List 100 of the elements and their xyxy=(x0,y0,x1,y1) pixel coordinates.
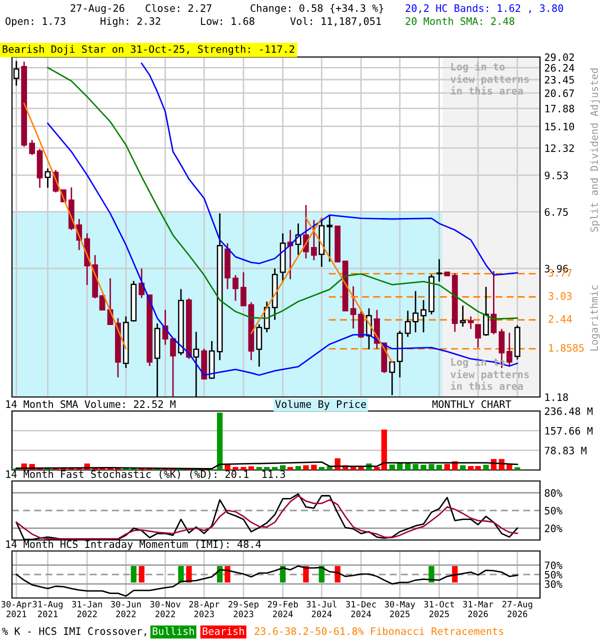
x-tick-label: 29-Feb 2024 xyxy=(268,600,298,618)
text: Close: 2.27 xyxy=(146,4,212,12)
candlestick xyxy=(420,299,426,334)
y-tick-label: 15.10 xyxy=(545,122,574,130)
y-tick-label: 78.83 M xyxy=(544,446,586,454)
bar xyxy=(240,467,246,470)
y-tick-label: 30% xyxy=(544,580,562,588)
x-tick-label: 30-May 2025 xyxy=(384,600,416,618)
bar xyxy=(404,464,411,470)
bar xyxy=(412,464,418,470)
text: MONTHLY CHART xyxy=(432,400,512,408)
x-tick-label: 30-Jun 2022 xyxy=(110,600,141,618)
x-tick-label: 31-Oct 2025 xyxy=(424,600,454,618)
x-tick-label: 31-Dec 2024 xyxy=(346,600,376,618)
candlestick xyxy=(404,310,411,338)
candlestick xyxy=(310,219,317,261)
y-tick-label: 26.24 xyxy=(544,64,574,72)
candlestick xyxy=(170,338,176,397)
bar xyxy=(460,465,466,470)
candlestick xyxy=(412,290,418,334)
text: 20,2 HC Bands: 1.62 , 3.80 xyxy=(406,4,564,14)
candlestick xyxy=(44,168,51,188)
y-tick-label: 70% xyxy=(544,561,562,570)
candlestick xyxy=(350,286,356,330)
chart-title: 14 Month Fast Stochastic (%K) (%D): 20.1 11.3 xyxy=(6,470,286,480)
x-tick-label: 31-Aug 2021 xyxy=(32,600,62,618)
bar xyxy=(248,466,254,470)
text: 20 Month SMA: 2.48 xyxy=(406,17,514,25)
y-tick-label: 20.67 xyxy=(544,89,574,98)
text: Logarithmic xyxy=(590,285,600,351)
bar xyxy=(318,467,324,470)
bar xyxy=(256,467,262,470)
ref-line-label: 3.03 xyxy=(548,292,572,300)
y-tick-label: 23.45 xyxy=(544,76,574,84)
bar xyxy=(420,464,426,470)
bar xyxy=(303,465,309,470)
candlestick xyxy=(29,139,35,156)
bar xyxy=(389,464,395,470)
bar xyxy=(397,464,403,470)
x-tick-label: 28-Apr 2023 xyxy=(189,600,220,618)
y-tick-label: 9.53 xyxy=(544,172,568,180)
bar xyxy=(311,464,317,470)
y-tick-label: 29.02 xyxy=(544,53,574,62)
text: Change: 0.58 {+34.3 %} xyxy=(250,4,384,14)
candlestick xyxy=(358,310,364,339)
y-tick-label: 20% xyxy=(544,524,562,532)
candlestick xyxy=(232,274,238,302)
y-tick-label: 1.18 xyxy=(545,393,568,402)
chart-title: 14 Month SMA Volume: 22.52 M xyxy=(6,400,176,408)
chart-title: 14 Month HCS Intraday Momentum (IMI): 48.4 xyxy=(6,540,261,550)
x-tick-label: 30-Apr 2021 xyxy=(1,600,32,618)
bar xyxy=(280,465,286,470)
x-tick-label: 31-Jul 2024 xyxy=(306,600,336,618)
x-tick-label: 29-Sep 2023 xyxy=(228,600,258,618)
annotation: Log in to view patterns in this area xyxy=(450,62,529,95)
y-tick-label: 17.88 xyxy=(545,104,574,112)
candlestick xyxy=(475,324,481,348)
x-tick-label: 30-Nov 2022 xyxy=(150,600,180,618)
y-tick-label: 50% xyxy=(544,570,562,579)
ref-line-label: 2.44 xyxy=(548,315,572,323)
candlestick xyxy=(326,214,333,262)
bar xyxy=(428,464,434,470)
bar xyxy=(514,467,520,470)
ref-line-label: 1.8585 xyxy=(549,344,584,352)
bar xyxy=(483,464,489,470)
candlestick xyxy=(460,304,466,328)
text: Bullish xyxy=(152,627,194,635)
bar xyxy=(216,412,223,470)
bar xyxy=(295,466,302,470)
candlestick xyxy=(436,258,442,282)
bar xyxy=(272,467,278,470)
x-tick-label: 27-Aug 2026 xyxy=(502,600,532,618)
bar xyxy=(287,467,294,470)
text: Volume By Price xyxy=(275,400,366,410)
y-tick-label: 80% xyxy=(544,489,562,497)
candlestick xyxy=(138,268,145,299)
y-tick-label: 12.32 xyxy=(545,144,574,152)
y-tick-label: 6.75 xyxy=(544,208,568,216)
text: 23.6-38.2-50-61.8% Fibonacci Retracements xyxy=(254,627,504,635)
bar xyxy=(436,464,442,470)
text: Vol: 11,187,051 xyxy=(290,17,381,26)
text: High: 2.32 xyxy=(100,17,160,27)
y-tick-label: 157.66 M xyxy=(545,427,593,435)
bar xyxy=(232,467,238,470)
x-tick-label: 31-Jan 2022 xyxy=(72,600,102,618)
candlestick xyxy=(468,316,474,330)
text: Bearish xyxy=(202,627,244,635)
candlestick xyxy=(483,286,489,336)
x-tick-label: 31-Mar 2026 xyxy=(463,600,494,618)
candlestick xyxy=(256,324,262,368)
candlestick xyxy=(506,332,512,368)
bar xyxy=(264,467,270,470)
text: 27-Aug-26 xyxy=(70,4,124,14)
bar xyxy=(444,464,450,470)
y-axis-title: Split and Dividend Adjusted xyxy=(590,68,600,232)
text: Open: 1.73 xyxy=(6,17,66,27)
y-tick-label: 50% xyxy=(544,506,562,515)
text: % K - HCS IMI Crossover, xyxy=(2,627,146,636)
y-tick-label: 236.48 M xyxy=(544,407,593,416)
text: Bearish Doji Star on 31-Oct-25, Strength: -117.2 xyxy=(2,45,294,55)
